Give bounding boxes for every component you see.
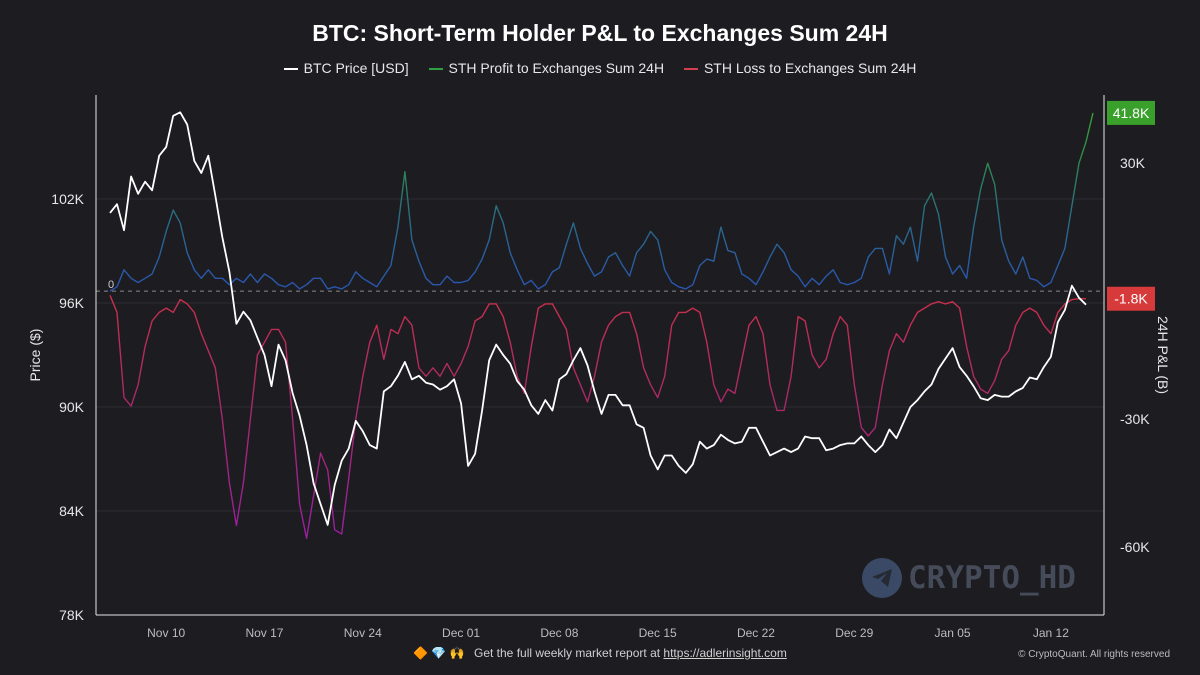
legend-swatch-loss — [683, 68, 698, 71]
series-line-btc-price — [109, 111, 1087, 526]
x-tick-label: Dec 15 — [639, 626, 677, 640]
legend: BTC Price [USD] STH Profit to Exchanges … — [0, 60, 1200, 76]
legend-item-loss[interactable]: STH Loss to Exchanges Sum 24H — [683, 60, 917, 76]
x-tick-label: Jan 05 — [935, 626, 971, 640]
left-tick-label: 84K — [59, 503, 85, 519]
copyright: © CryptoQuant. All rights reserved — [1018, 649, 1170, 660]
series-line-sth-profit — [109, 112, 1094, 292]
x-tick-label: Nov 24 — [344, 626, 382, 640]
left-tick-label: 96K — [59, 295, 85, 311]
legend-label-price: BTC Price [USD] — [303, 60, 409, 76]
badge-loss-bg — [1107, 286, 1155, 311]
watermark: CRYPTO_HD — [862, 556, 1076, 600]
x-tick-label: Dec 08 — [540, 626, 578, 640]
footer-emoji-icons: 🔶 💎 🙌 — [413, 646, 465, 660]
badge-loss-label: -1.8K — [1114, 291, 1148, 307]
zero-label: 0 — [108, 279, 114, 291]
watermark-text: CRYPTO_HD — [908, 560, 1076, 596]
right-tick-label: -30K — [1120, 411, 1150, 427]
axes — [95, 95, 1105, 616]
left-axis-title: Price ($) — [27, 329, 43, 382]
series-line-sth-loss — [109, 295, 1086, 539]
badge-profit-bg — [1107, 100, 1155, 125]
right-tick-label: 30K — [1120, 155, 1146, 171]
x-tick-label: Nov 17 — [245, 626, 283, 640]
legend-label-loss: STH Loss to Exchanges Sum 24H — [703, 60, 917, 76]
x-tick-label: Dec 22 — [737, 626, 775, 640]
left-tick-label: 102K — [51, 191, 84, 207]
badge-profit-label: 41.8K — [1113, 105, 1150, 121]
legend-item-profit[interactable]: STH Profit to Exchanges Sum 24H — [428, 60, 665, 76]
x-tick-label: Nov 10 — [147, 626, 185, 640]
legend-item-price[interactable]: BTC Price [USD] — [283, 60, 409, 76]
series-layer — [109, 111, 1094, 539]
left-tick-label: 78K — [59, 607, 85, 623]
footer: 🔶 💎 🙌 Get the full weekly market report … — [0, 646, 1200, 660]
footer-text: Get the full weekly market report at — [474, 646, 661, 660]
x-tick-label: Jan 12 — [1033, 626, 1069, 640]
footer-link[interactable]: https://adlerinsight.com — [663, 646, 787, 660]
labels-layer: 102K 96K 90K 84K 78K 30K -30K -60K 0 Nov 10 Nov 17… — [27, 100, 1171, 640]
chart-title: BTC: Short-Term Holder P&L to Exchanges … — [312, 20, 888, 46]
legend-label-profit: STH Profit to Exchanges Sum 24H — [448, 60, 665, 76]
x-tick-label: Dec 01 — [442, 626, 480, 640]
telegram-icon — [862, 558, 902, 598]
legend-swatch-price — [283, 68, 298, 71]
legend-swatch-profit — [428, 68, 443, 71]
x-tick-label: Dec 29 — [835, 626, 873, 640]
right-tick-label: -60K — [1120, 539, 1150, 555]
left-tick-label: 90K — [59, 399, 85, 415]
right-axis-title: 24H P&L (B) — [1155, 316, 1171, 394]
